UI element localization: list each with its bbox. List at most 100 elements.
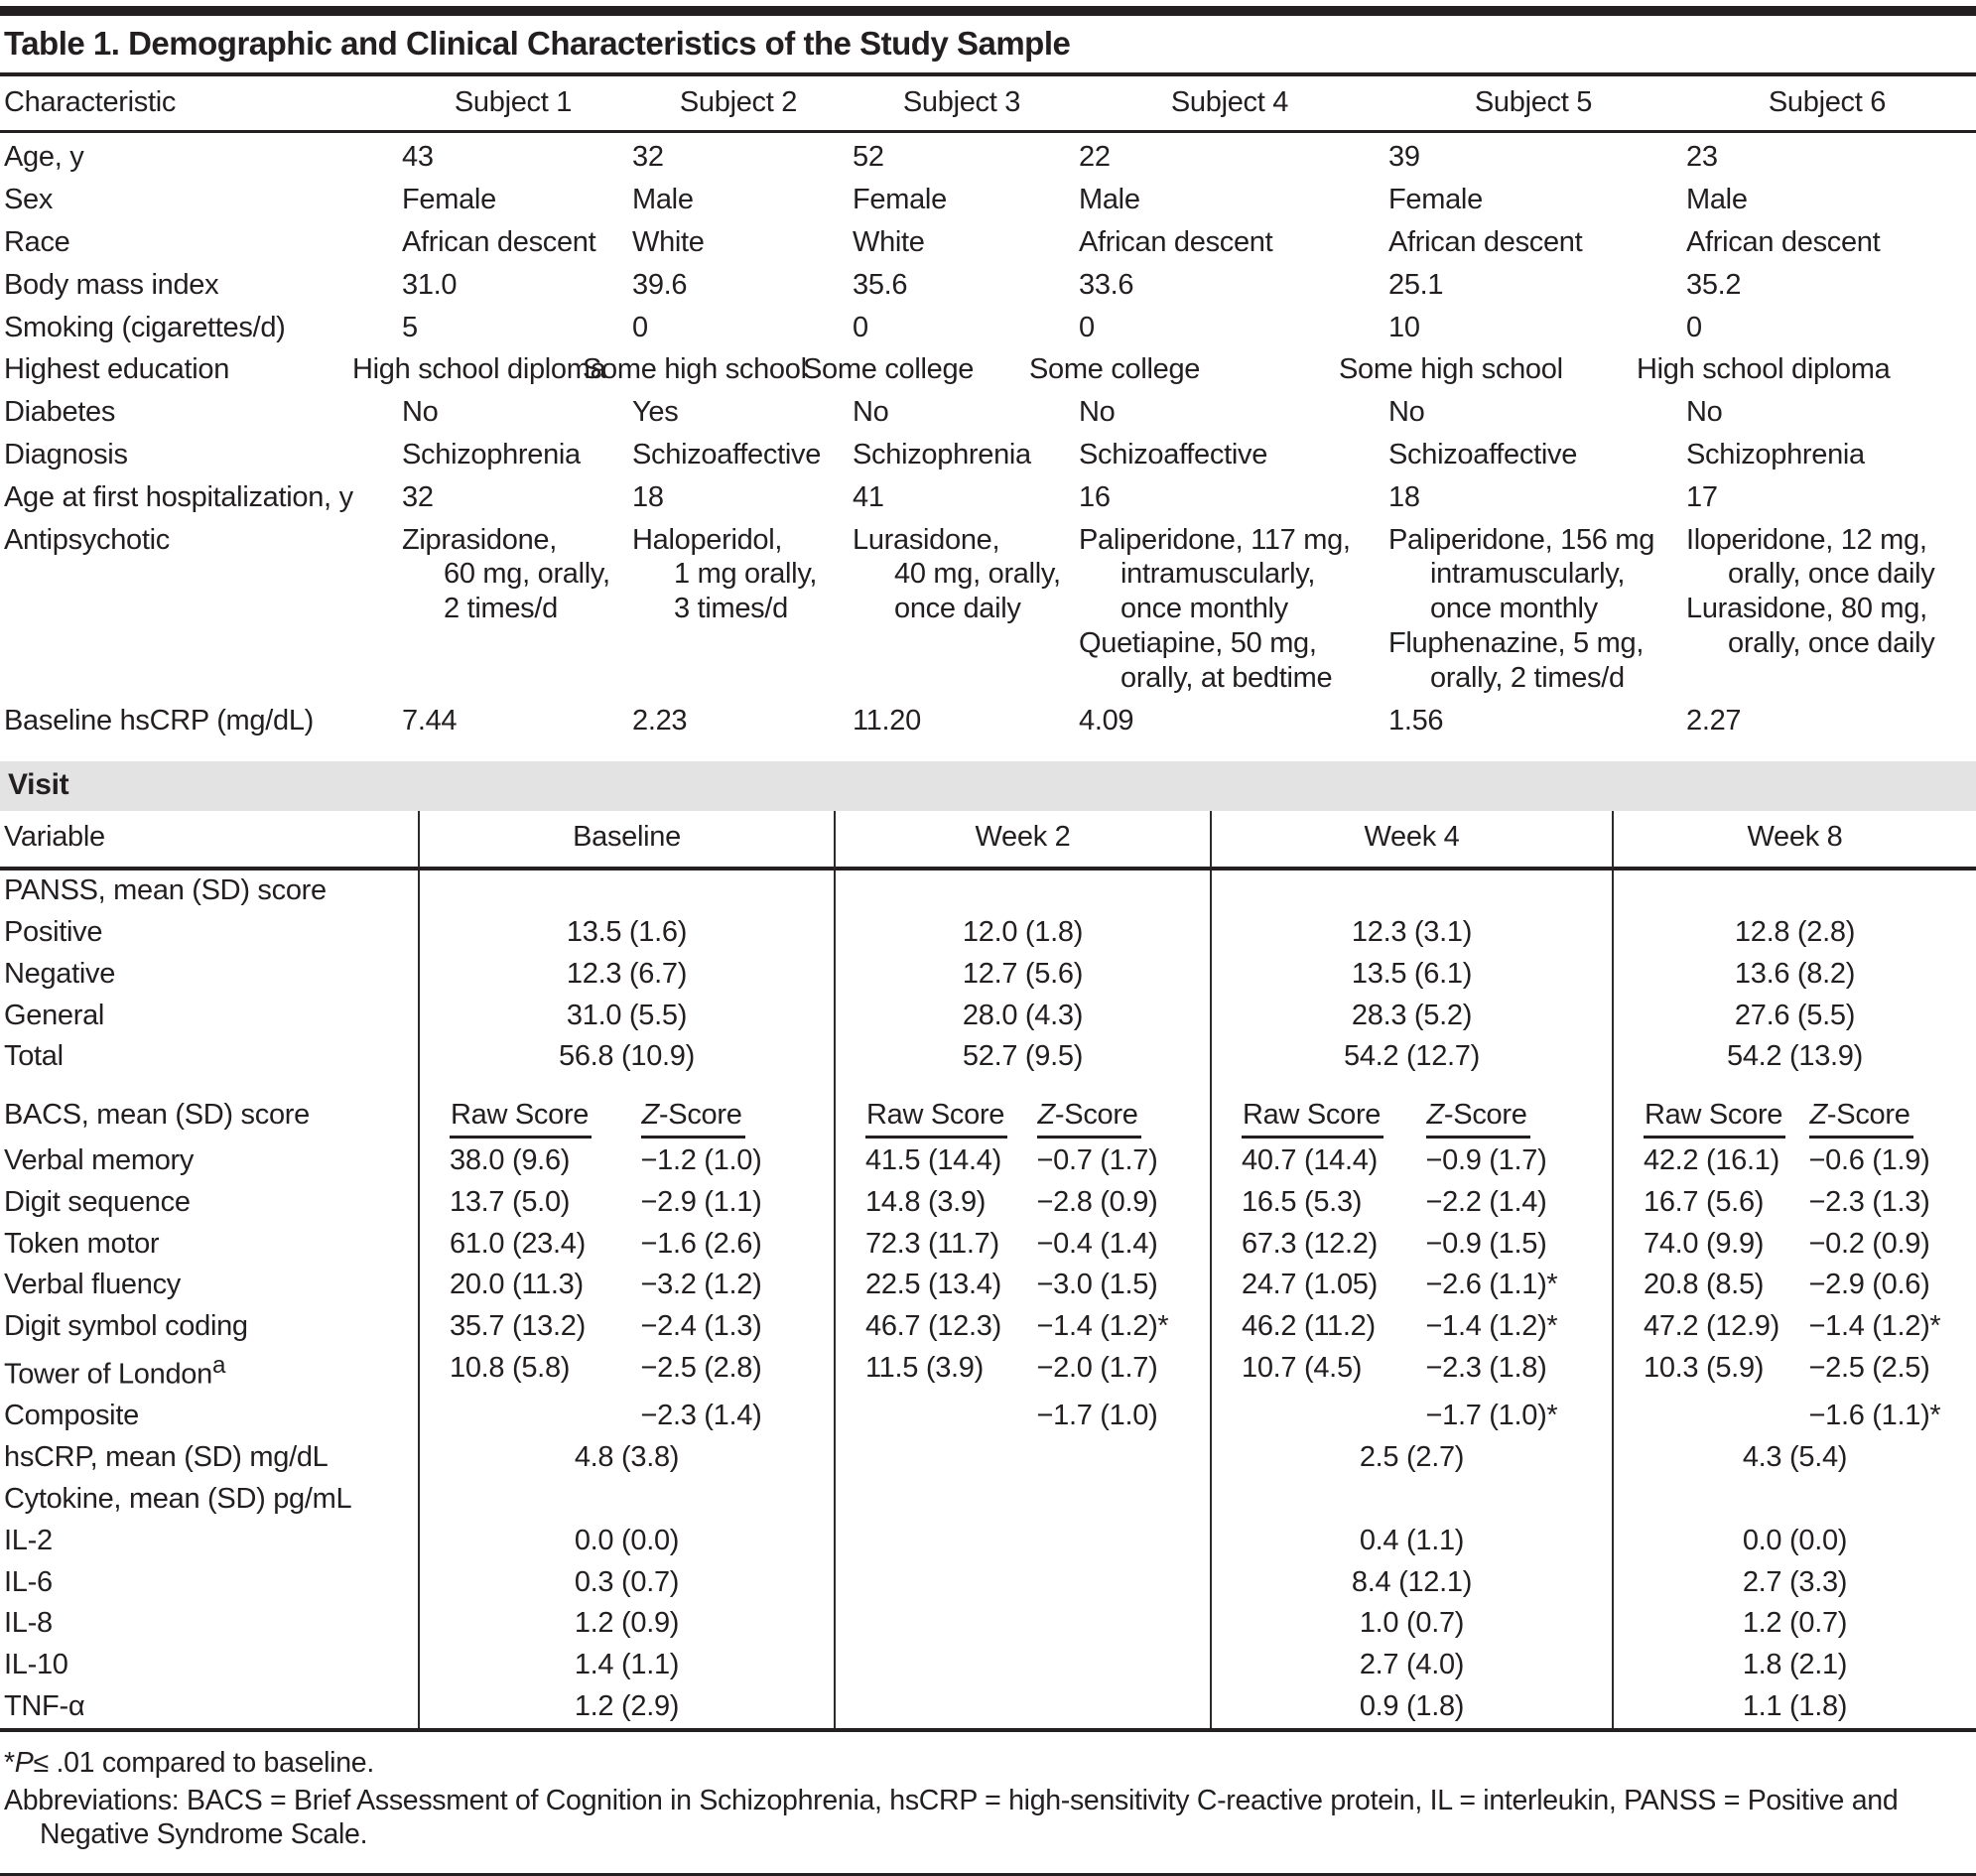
cell-value: Male [632, 179, 853, 221]
row-label: Verbal memory [0, 1140, 418, 1182]
cell-value: 12.3 (6.7) [418, 954, 834, 996]
cell-value: 1.2 (2.9) [418, 1686, 834, 1728]
cell-value: 35.2 [1686, 264, 1976, 307]
drug-line: intramuscularly, [1079, 557, 1381, 592]
table-row-bmi: Body mass index 31.0 39.6 35.6 33.6 25.1… [0, 264, 1976, 307]
row-label: Race [0, 221, 402, 264]
subject-3-column-header: Subject 3 [853, 76, 1079, 131]
cell-value: 11.20 [853, 700, 1079, 742]
drug-line: orally, at bedtime [1079, 661, 1381, 696]
week4-column-header: Week 4 [1210, 811, 1612, 871]
table-row-race: Race African descent White White African… [0, 221, 1976, 264]
cell-value: 0 [632, 307, 853, 349]
drug-line: 1 mg orally, [632, 557, 845, 592]
cell-empty [834, 871, 1210, 912]
cell-value: 1.0 (0.7) [1210, 1603, 1612, 1645]
row-label: Baseline hsCRP (mg/dL) [0, 700, 402, 742]
cell-value: 33.6 [1079, 264, 1388, 307]
cell-value: Female [853, 179, 1079, 221]
cell-pair: 14.8 (3.9)−2.8 (0.9) [834, 1182, 1210, 1224]
cell-pair: 16.5 (5.3)−2.2 (1.4) [1210, 1182, 1612, 1224]
cell-value: Schizophrenia [402, 434, 632, 476]
cell-pair: 35.7 (13.2)−2.4 (1.3) [418, 1306, 834, 1348]
cell-value: 0 [853, 307, 1079, 349]
cell-pair: −1.7 (1.0)* [1210, 1396, 1612, 1437]
row-label: Positive [0, 912, 418, 954]
cell-pair: 74.0 (9.9)−0.2 (0.9) [1612, 1224, 1976, 1266]
bacs-subheader-week2: Raw Score Z-Score [834, 1090, 1210, 1140]
drug-line: Iloperidone, 12 mg, [1686, 523, 1968, 558]
cell-value: African descent [1686, 221, 1976, 264]
row-label: Diabetes [0, 391, 402, 434]
cell-value: 32 [402, 476, 632, 519]
cell-pair: 61.0 (23.4)−1.6 (2.6) [418, 1224, 834, 1266]
cell-value: Paliperidone, 117 mg, intramuscularly, o… [1079, 519, 1388, 700]
row-label: PANSS, mean (SD) score [0, 871, 418, 912]
table-row-diabetes: Diabetes No Yes No No No No [0, 391, 1976, 434]
cell-value: Female [402, 179, 632, 221]
cell-value: 25.1 [1388, 264, 1686, 307]
cell-value: Iloperidone, 12 mg, orally, once daily L… [1686, 519, 1976, 700]
row-label: Total [0, 1036, 418, 1078]
cell-value: 1.8 (2.1) [1612, 1645, 1976, 1686]
cell-empty [418, 871, 834, 912]
cell-value: 0.4 (1.1) [1210, 1521, 1612, 1562]
cell-value: High school diploma [1686, 348, 1976, 391]
cell-value: African descent [1388, 221, 1686, 264]
cell-empty [418, 1479, 834, 1521]
cell-value: 52.7 (9.5) [834, 1036, 1210, 1078]
row-label: TNF-α [0, 1686, 418, 1728]
row-label: hsCRP, mean (SD) mg/dL [0, 1437, 418, 1479]
cell-value: 56.8 (10.9) [418, 1036, 834, 1078]
row-label: General [0, 996, 418, 1037]
cell-value: 4.3 (5.4) [1612, 1437, 1976, 1479]
cell-value: 4.8 (3.8) [418, 1437, 834, 1479]
cell-value: 10 [1388, 307, 1686, 349]
row-label: IL-2 [0, 1521, 418, 1562]
week2-column-header: Week 2 [834, 811, 1210, 871]
cell-value: 0.3 (0.7) [418, 1562, 834, 1604]
cell-value: No [1079, 391, 1388, 434]
drug-line: Ziprasidone, [402, 523, 624, 558]
cell-pair: 20.8 (8.5)−2.9 (0.6) [1612, 1265, 1976, 1306]
cell-value: White [632, 221, 853, 264]
cell-value: 17 [1686, 476, 1976, 519]
cell-value: No [1388, 391, 1686, 434]
cell-value: 22 [1079, 136, 1388, 179]
cell-value: 2.5 (2.7) [1210, 1437, 1612, 1479]
cell-pair: 47.2 (12.9)−1.4 (1.2)* [1612, 1306, 1976, 1348]
row-label: Composite [0, 1396, 418, 1437]
cell-value: 28.0 (4.3) [834, 996, 1210, 1037]
cell-value: Male [1079, 179, 1388, 221]
cell-pair: 24.7 (1.05)−2.6 (1.1)* [1210, 1265, 1612, 1306]
cell-value: 1.4 (1.1) [418, 1645, 834, 1686]
cell-value: 28.3 (5.2) [1210, 996, 1612, 1037]
row-label: Tower of Londona [0, 1348, 418, 1396]
drug-line: once monthly [1079, 592, 1381, 626]
cell-pair: 46.2 (11.2)−1.4 (1.2)* [1210, 1306, 1612, 1348]
cell-value: 7.44 [402, 700, 632, 742]
subject-2-column-header: Subject 2 [632, 76, 853, 131]
cell-value: African descent [1079, 221, 1388, 264]
visit-table: Variable Baseline Week 2 Week 4 Week 8 P… [0, 811, 1976, 1727]
cell-pair: 10.7 (4.5)−2.3 (1.8) [1210, 1348, 1612, 1396]
demographics-header-row: Characteristic Subject 1 Subject 2 Subje… [0, 76, 1976, 134]
drug-line: 40 mg, orally, [853, 557, 1071, 592]
row-label: Antipsychotic [0, 519, 402, 700]
cell-value: Haloperidol, 1 mg orally, 3 times/d [632, 519, 853, 700]
cell-value: No [402, 391, 632, 434]
cell-value: 12.7 (5.6) [834, 954, 1210, 996]
cell-value: Male [1686, 179, 1976, 221]
footnote-abbreviations: Abbreviations: BACS = Brief Assessment o… [4, 1782, 1972, 1853]
row-label: Cytokine, mean (SD) pg/mL [0, 1479, 418, 1521]
cell-value: 54.2 (12.7) [1210, 1036, 1612, 1078]
cell-value: 2.27 [1686, 700, 1976, 742]
cell-value: Yes [632, 391, 853, 434]
cell-value: 35.6 [853, 264, 1079, 307]
visit-section-band: Visit [0, 761, 1976, 811]
cell-value: 4.09 [1079, 700, 1388, 742]
cell-value: 0 [1686, 307, 1976, 349]
cell-value: 1.2 (0.7) [1612, 1603, 1976, 1645]
cell-value: 31.0 [402, 264, 632, 307]
drug-line: 3 times/d [632, 592, 845, 626]
